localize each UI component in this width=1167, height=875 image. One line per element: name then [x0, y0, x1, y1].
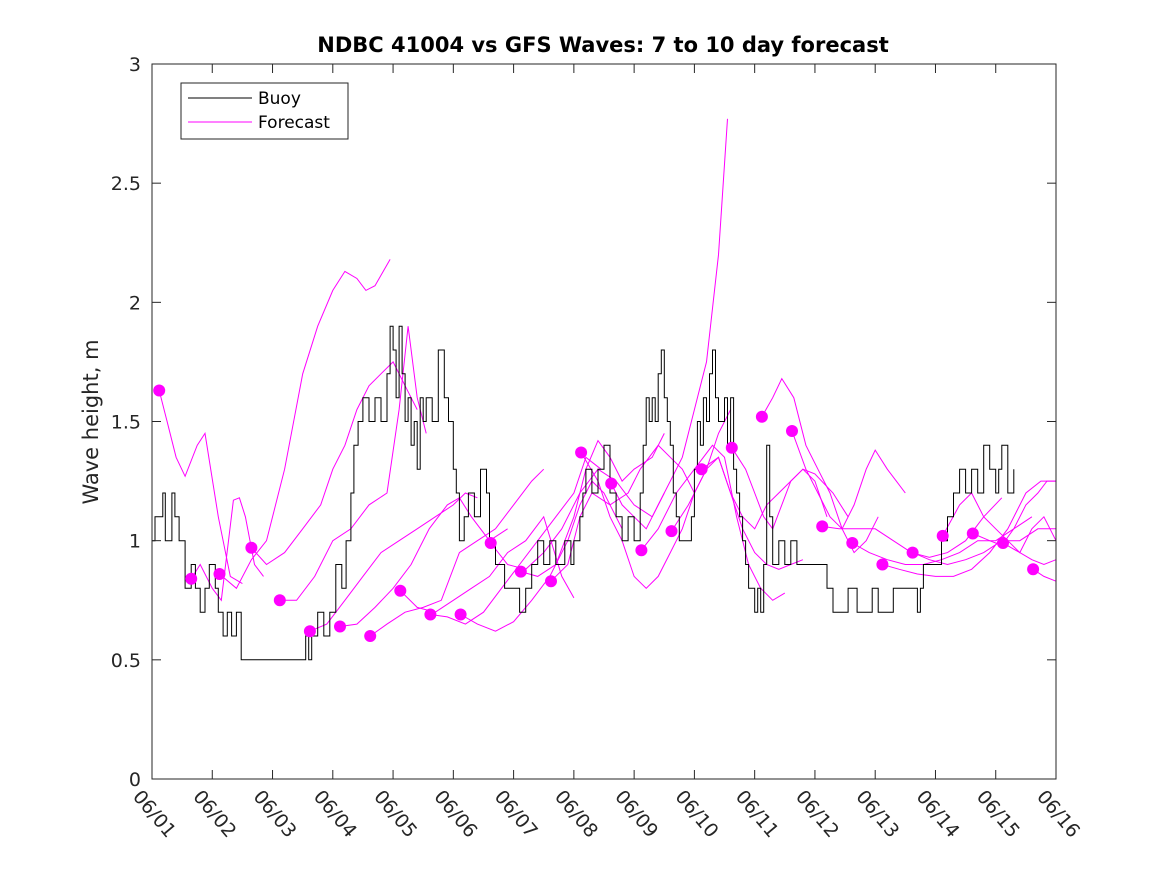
legend-buoy-label: Buoy — [258, 89, 301, 109]
legend: Buoy Forecast — [180, 82, 349, 140]
y-tick-label-5: 2.5 — [111, 173, 141, 195]
forecast-marker-17 — [635, 544, 648, 557]
forecast-line-22 — [791, 430, 906, 530]
forecast-marker-23 — [816, 520, 829, 533]
forecast-line-28 — [972, 480, 1056, 547]
forecast-line-10 — [430, 456, 602, 625]
y-axis-label: Wave height, m — [79, 339, 103, 504]
forecast-marker-7 — [334, 620, 346, 633]
legend-box — [180, 82, 349, 140]
forecast-line-26 — [912, 528, 1056, 566]
forecast-marker-19 — [695, 463, 708, 476]
forecast-line-3 — [219, 259, 391, 590]
y-tick-label-6: 3 — [129, 54, 141, 76]
forecast-marker-30 — [1027, 563, 1040, 576]
forecast-marker-12 — [484, 537, 497, 549]
forecast-marker-1 — [153, 384, 166, 397]
forecast-marker-21 — [755, 410, 768, 423]
forecast-marker-3 — [213, 568, 226, 580]
forecast-marker-25 — [876, 558, 889, 571]
forecast-marker-2 — [185, 572, 198, 585]
forecast-line-27 — [942, 492, 1057, 554]
forecast-marker-27 — [936, 529, 949, 542]
forecast-marker-4 — [245, 541, 258, 554]
forecast-line-5 — [279, 326, 427, 601]
forecast-marker-14 — [545, 575, 557, 588]
forecast-marker-10 — [424, 608, 437, 621]
forecast-line-7 — [339, 497, 508, 627]
forecast-line-13 — [520, 433, 665, 577]
forecast-line-17 — [641, 444, 786, 601]
y-tick-label-2: 1 — [129, 531, 141, 553]
y-tick-label-3: 1.5 — [111, 412, 141, 434]
forecast-marker-18 — [665, 525, 678, 538]
forecast-marker-28 — [966, 527, 979, 540]
forecast-line-16 — [610, 118, 728, 530]
y-axis: 0 0.5 1 1.5 2 2.5 3 — [111, 54, 1056, 791]
y-tick-label-4: 2 — [129, 292, 141, 314]
forecast-line-20 — [731, 447, 849, 530]
chart-title: NDBC 41004 vs GFS Waves: 7 to 10 day for… — [317, 33, 888, 57]
forecast-marker-6 — [303, 625, 316, 638]
buoy-line — [152, 325, 1015, 661]
y-tick-label-0: 0 — [129, 769, 141, 791]
legend-forecast-label: Forecast — [258, 113, 330, 133]
forecast-line-4 — [251, 361, 418, 566]
forecast-marker-9 — [394, 584, 407, 597]
forecast-marker-8 — [364, 630, 377, 642]
y-tick-label-1: 0.5 — [111, 650, 141, 672]
plot-area — [152, 64, 1056, 779]
forecast-marker-26 — [906, 546, 919, 559]
forecast-line-29 — [1002, 542, 1057, 566]
forecast-line-25 — [882, 480, 1056, 577]
forecast-marker-13 — [514, 565, 527, 578]
forecast-marker-20 — [725, 441, 738, 454]
forecast-line-8 — [369, 468, 545, 637]
forecast-marker-11 — [454, 608, 467, 621]
forecast-marker-22 — [786, 425, 798, 437]
forecast-line-21 — [761, 377, 879, 554]
forecast-line-6 — [309, 492, 478, 632]
forecast-marker-24 — [846, 537, 859, 549]
forecast-marker-15 — [575, 446, 588, 459]
forecast-marker-5 — [273, 594, 286, 607]
forecast-markers — [153, 384, 1040, 642]
forecast-line-14 — [550, 444, 695, 582]
forecast-marker-29 — [997, 537, 1009, 549]
forecast-marker-16 — [605, 477, 618, 490]
